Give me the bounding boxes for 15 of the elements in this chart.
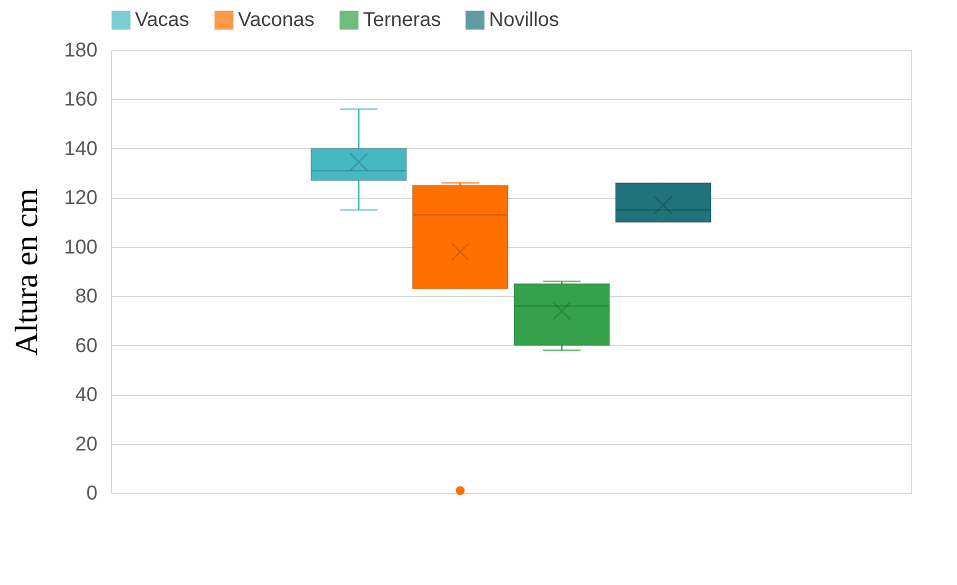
y-tick-label: 100 [64, 236, 98, 258]
y-tick-label: 0 [86, 482, 98, 504]
legend-label: Vacas [135, 9, 190, 32]
legend-label: Terneras [363, 9, 441, 32]
y-tick-label: 160 [64, 88, 98, 111]
y-tick-label: 40 [75, 384, 98, 406]
y-tick-label: 180 [64, 40, 98, 62]
y-tick-label: 20 [75, 433, 98, 456]
y-axis-title: Altura en cm [8, 188, 44, 356]
legend-label: Novillos [489, 9, 560, 32]
y-tick-label: 140 [64, 138, 98, 160]
legend-label: Vaconas [238, 9, 314, 32]
y-tick-label: 80 [75, 286, 98, 308]
y-tick-label: 60 [75, 334, 98, 357]
y-tick-label: 120 [64, 187, 98, 210]
